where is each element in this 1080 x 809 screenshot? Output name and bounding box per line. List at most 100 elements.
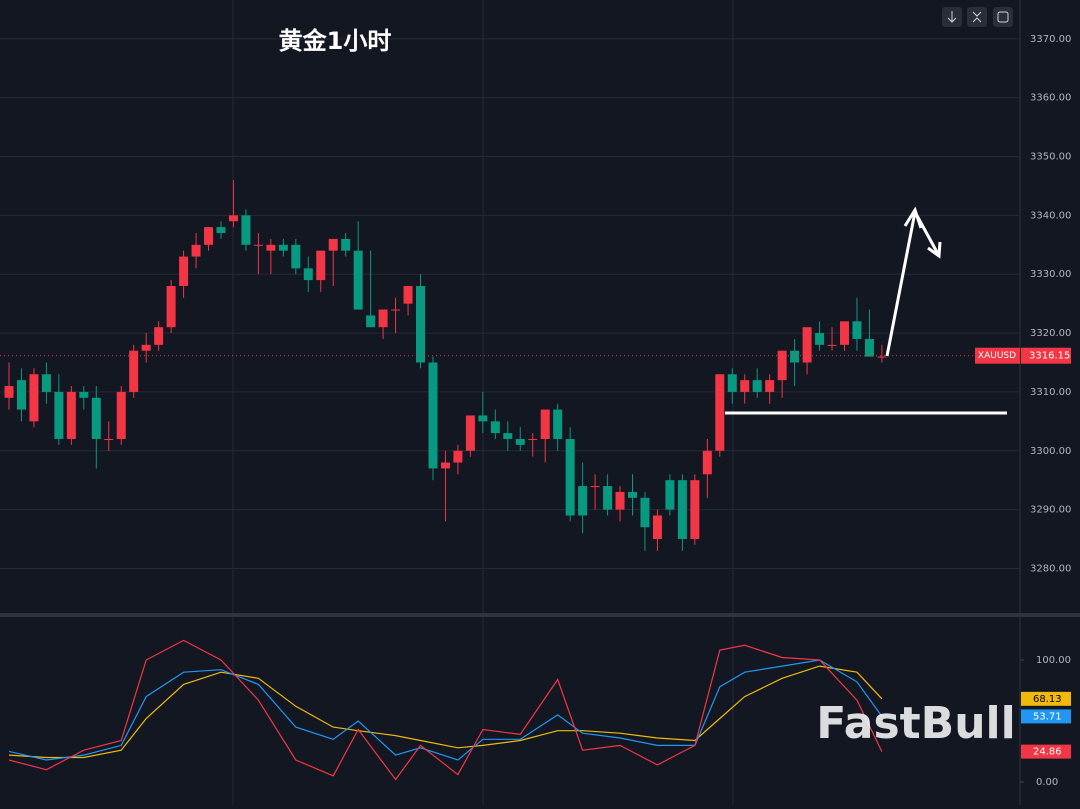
candle-body xyxy=(16,380,26,410)
candle-body xyxy=(702,450,712,475)
watermark: FastBull xyxy=(816,698,1015,749)
candle-body xyxy=(503,433,513,439)
candle-body xyxy=(877,356,887,358)
candle-body xyxy=(790,350,800,363)
price-label: 3316.15 xyxy=(1029,351,1070,362)
candle-body xyxy=(777,350,787,381)
y-tick-label: 0.00 xyxy=(1036,777,1058,788)
candle-body xyxy=(366,315,376,328)
candle-body xyxy=(191,244,201,257)
candle-body xyxy=(553,409,563,439)
y-tick-label: 3290.00 xyxy=(1030,505,1071,516)
candle-body xyxy=(116,391,126,439)
y-tick-label: 3300.00 xyxy=(1030,446,1071,457)
candle-body xyxy=(79,391,89,398)
candle-body xyxy=(228,215,238,222)
candle-body xyxy=(590,486,600,488)
icon xyxy=(997,11,1009,23)
button[interactable] xyxy=(993,7,1013,27)
candle-body xyxy=(528,438,538,440)
value-label: 24.86 xyxy=(1033,747,1062,758)
symbol-tag xyxy=(975,347,1020,364)
candle-body xyxy=(403,285,413,304)
candle-body xyxy=(727,374,737,392)
y-tick-label: 100.00 xyxy=(1036,655,1071,666)
symbol-label: XAUUSD xyxy=(978,351,1016,361)
candle-body xyxy=(652,515,662,540)
candle-body xyxy=(465,415,475,451)
candle-body xyxy=(353,250,363,310)
candle-body xyxy=(391,309,401,311)
y-tick-label: 3340.00 xyxy=(1030,210,1071,221)
forecast-arrow xyxy=(885,206,942,357)
y-tick-label: 3330.00 xyxy=(1030,269,1071,280)
candle-body xyxy=(216,227,226,234)
value-tag xyxy=(1021,691,1071,706)
candle-body xyxy=(91,397,101,439)
candle-body xyxy=(253,244,263,246)
candle-body xyxy=(603,486,613,510)
candle-body xyxy=(839,321,849,345)
candle-body xyxy=(154,327,164,345)
candle-body xyxy=(378,309,388,328)
candle-body xyxy=(578,486,588,516)
candle-body xyxy=(490,421,500,434)
oscillator-pane: 100.00 0.00 68.13 53.71 24.86 xyxy=(8,639,1071,788)
toolbar xyxy=(942,7,1013,27)
candle-body xyxy=(715,374,725,451)
y-tick-label: 3370.00 xyxy=(1030,34,1071,45)
candle-body xyxy=(640,497,650,528)
icon xyxy=(947,11,957,23)
y-tick-label: 3350.00 xyxy=(1030,152,1071,163)
candle-body xyxy=(852,321,862,339)
candle-body xyxy=(565,438,575,516)
y-tick-label: 3360.00 xyxy=(1030,93,1071,104)
main-pane: 3370.00 3360.00 3350.00 3340.00 3330.00 3320.… xyxy=(0,34,1071,574)
osc-line xyxy=(8,659,883,761)
candle-body xyxy=(453,450,463,463)
candle-body xyxy=(515,438,525,445)
price-tag xyxy=(1021,347,1071,364)
candle-body xyxy=(428,362,438,469)
value-label: 68.13 xyxy=(1033,694,1062,705)
candle-body xyxy=(303,268,313,281)
y-tick-label: 3280.00 xyxy=(1030,563,1071,574)
candle-body xyxy=(291,244,301,269)
candle-body xyxy=(628,491,637,498)
candle-body xyxy=(416,285,426,363)
y-tick-label: 3310.00 xyxy=(1030,387,1071,398)
candle-body xyxy=(677,480,687,540)
candle-body xyxy=(179,256,189,286)
value-tag xyxy=(1021,744,1071,759)
candle-body xyxy=(266,244,276,251)
candle-body xyxy=(615,491,625,510)
candle-body xyxy=(141,344,151,351)
candle-body xyxy=(29,374,39,422)
y-tick-label: 3320.00 xyxy=(1030,328,1071,339)
candle-body xyxy=(204,227,214,245)
candle-body xyxy=(328,238,338,251)
candle-body xyxy=(104,438,114,440)
candle-body xyxy=(41,374,51,392)
value-label: 53.71 xyxy=(1033,711,1062,722)
candle-body xyxy=(815,333,825,345)
candle-body xyxy=(4,386,14,398)
candle-body xyxy=(540,409,550,439)
candle-body xyxy=(66,391,76,439)
candle-body xyxy=(802,327,812,363)
candle-body xyxy=(765,380,775,392)
candle-body xyxy=(241,215,251,245)
candle-body xyxy=(752,380,762,392)
candle-body xyxy=(316,250,326,281)
button[interactable] xyxy=(967,7,987,27)
candle-body xyxy=(54,391,64,439)
candle-body xyxy=(478,415,488,422)
chart-title: 黄金1小时 xyxy=(279,27,392,55)
candle-body xyxy=(278,244,288,251)
candle-body xyxy=(129,350,139,392)
osc-line xyxy=(8,639,883,781)
icon xyxy=(972,11,982,23)
